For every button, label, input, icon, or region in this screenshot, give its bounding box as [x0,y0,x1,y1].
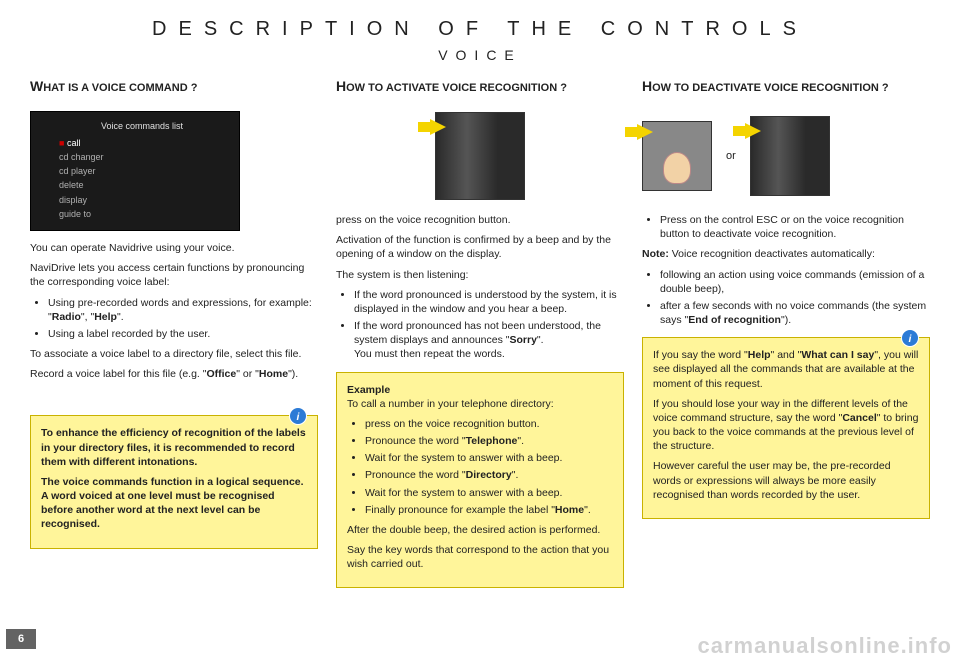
bullet-list: press on the voice recognition button. P… [347,417,613,517]
paragraph: Record a voice label for this file (e.g.… [30,367,318,381]
paragraph: NaviDrive lets you access certain functi… [30,261,318,289]
hand-icon [663,152,691,184]
page-number: 6 [6,629,36,649]
bullet-list: Using pre-recorded words and expressions… [30,296,318,342]
info-icon: i [289,407,307,425]
info-icon: i [901,329,919,347]
bullet: Wait for the system to answer with a bee… [365,486,613,500]
main-title: DESCRIPTION OF THE CONTROLS [30,18,930,41]
sub-title: VOICE [30,47,930,63]
control-stalk-image [750,116,830,196]
paragraph: To enhance the efficiency of recognition… [41,426,307,469]
list-item: cd changer [59,150,104,164]
example-box: Example To call a number in your telepho… [336,372,624,589]
bullet-list: Press on the control ESC or on the voice… [642,213,930,241]
paragraph: Activation of the function is confirmed … [336,233,624,261]
paragraph: However careful the user may be, the pre… [653,459,919,502]
arrow-icon [745,123,761,139]
bullet: following an action using voice commands… [660,268,930,296]
list-item: guide to [59,207,104,221]
paragraph: If you should lose your way in the diffe… [653,397,919,454]
esc-button-image [642,121,712,191]
control-stalk-image [435,112,525,200]
bullet: Using a label recorded by the user. [48,327,318,341]
bullet-list: If the word pronounced is understood by … [336,288,624,362]
screenshot-list: call cd changer cd player delete display… [59,136,104,221]
paragraph: You can operate Navidrive using your voi… [30,241,318,255]
paragraph: To call a number in your telephone direc… [347,397,613,411]
column-2: HOW TO ACTIVATE VOICE RECOGNITION ? pres… [336,77,624,588]
bullet: Finally pronounce for example the label … [365,503,613,517]
column-1: WHAT IS A VOICE COMMAND ? Voice commands… [30,77,318,588]
list-item: display [59,193,104,207]
list-item: call [59,136,104,150]
bullet: Pronounce the word "Telephone". [365,434,613,448]
bullet: Wait for the system to answer with a bee… [365,451,613,465]
paragraph: If you say the word "Help" and "What can… [653,348,919,391]
paragraph: After the double beep, the desired actio… [347,523,613,537]
voice-commands-screenshot: Voice commands list call cd changer cd p… [30,111,240,231]
paragraph: Say the key words that correspond to the… [347,543,613,571]
paragraph: To associate a voice label to a director… [30,347,318,361]
list-item: delete [59,178,104,192]
bullet: press on the voice recognition button. [365,417,613,431]
paragraph: press on the voice recognition button. [336,213,624,227]
bullet-list: following an action using voice commands… [642,268,930,328]
image-row: or [642,111,930,201]
bullet: If the word pronounced has not been unde… [354,319,624,362]
info-box: i If you say the word "Help" and "What c… [642,337,930,519]
paragraph: The voice commands function in a logical… [41,475,307,532]
paragraph: The system is then listening: [336,268,624,282]
list-item: cd player [59,164,104,178]
bullet: Pronounce the word "Directory". [365,468,613,482]
bullet: Press on the control ESC or on the voice… [660,213,930,241]
columns: WHAT IS A VOICE COMMAND ? Voice commands… [30,77,930,588]
bullet: If the word pronounced is understood by … [354,288,624,316]
col1-heading: WHAT IS A VOICE COMMAND ? [30,77,318,103]
bullet: Using pre-recorded words and expressions… [48,296,318,324]
screenshot-header: Voice commands list [101,120,183,132]
example-title: Example [347,383,613,397]
arrow-icon [637,124,653,140]
page: DESCRIPTION OF THE CONTROLS VOICE WHAT I… [0,0,960,598]
or-label: or [726,149,736,164]
arrow-icon [430,119,446,135]
info-box: i To enhance the efficiency of recogniti… [30,415,318,548]
bullet: after a few seconds with no voice comman… [660,299,930,327]
paragraph: Note: Voice recognition deactivates auto… [642,247,930,261]
col3-heading: HOW TO DEACTIVATE VOICE RECOGNITION ? [642,77,930,103]
image-row [336,111,624,201]
col2-heading: HOW TO ACTIVATE VOICE RECOGNITION ? [336,77,624,103]
column-3: HOW TO DEACTIVATE VOICE RECOGNITION ? or… [642,77,930,588]
watermark: carmanualsonline.info [698,633,953,659]
